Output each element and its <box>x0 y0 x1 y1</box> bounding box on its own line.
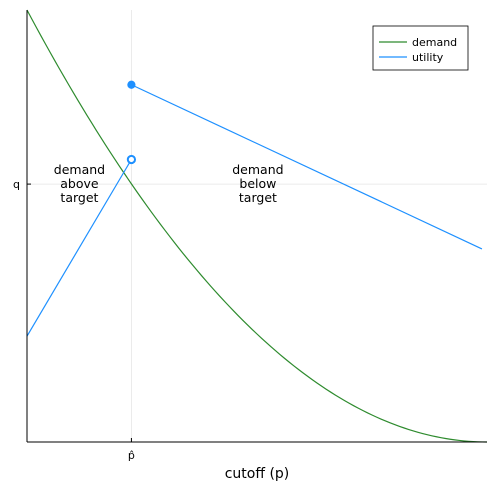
annotation-text: target <box>239 190 277 205</box>
annotation-text: below <box>239 176 276 191</box>
utility-filled-point <box>127 80 136 89</box>
x-axis-title: cutoff (p) <box>225 466 290 482</box>
legend-label-demand: demand <box>412 36 457 49</box>
axes <box>26 10 487 443</box>
y-tick-label: q <box>13 178 20 191</box>
annotation-text: above <box>60 176 99 191</box>
utility-line-segment <box>26 159 132 337</box>
x-tick-label: p̂ <box>128 449 135 462</box>
legend: demand utility <box>372 25 469 71</box>
annotation-text: demand <box>232 162 283 177</box>
demand-line <box>26 9 488 443</box>
legend-box <box>372 25 469 71</box>
series-layer <box>26 9 488 443</box>
legend-label-utility: utility <box>412 51 444 64</box>
annotation-text: target <box>60 190 98 205</box>
annotation-text: demand <box>54 162 105 177</box>
utility-open-point <box>126 154 137 165</box>
utility-line-segment <box>131 84 483 250</box>
ticks: p̂ q <box>13 178 135 462</box>
